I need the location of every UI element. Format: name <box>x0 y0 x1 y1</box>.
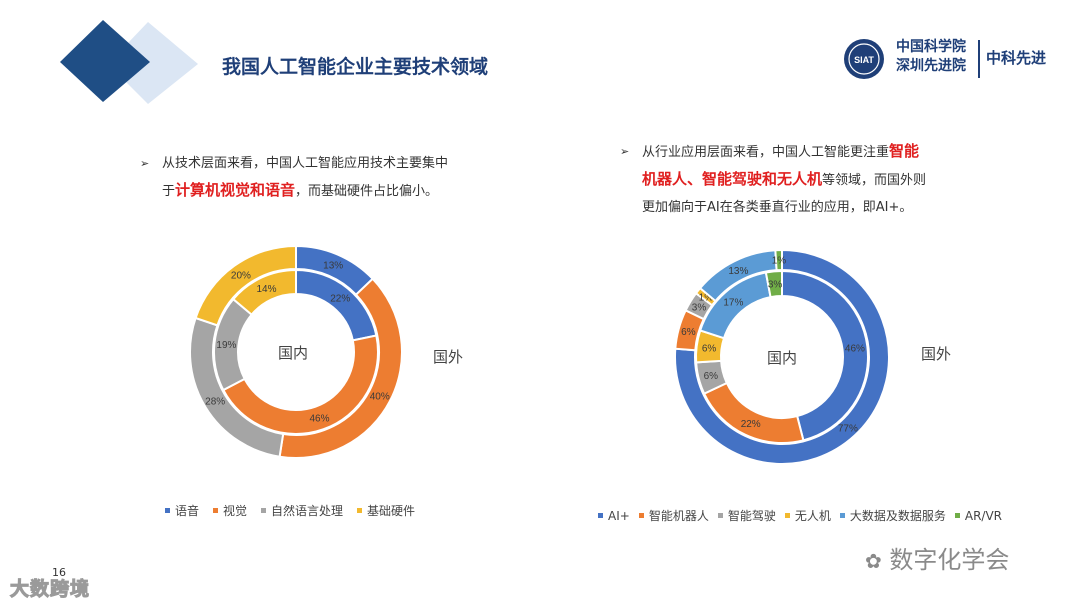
data-label-outer-自然语言处理: 28% <box>205 396 225 407</box>
legend-label: 自然语言处理 <box>271 504 344 518</box>
legend-swatch <box>213 508 219 513</box>
inner-ring-label: 国内 <box>767 349 797 367</box>
data-label-outer-无人机: 1% <box>699 292 714 303</box>
page-number: 16 <box>52 566 66 579</box>
data-label-outer-AR/VR: 1% <box>772 256 787 267</box>
legend-label: AI+ <box>608 508 630 523</box>
left-bullet-line2: 于计算机视觉和语音，而基础硬件占比偏小。 <box>162 177 448 205</box>
legend-label: AR/VR <box>964 508 1003 523</box>
legend-swatch <box>839 513 845 518</box>
legend-item: AR/VR <box>954 507 1003 524</box>
legend-item: 视觉 <box>213 502 247 519</box>
logo-divider <box>978 40 980 78</box>
left-bullet: ➢ 从技术层面来看，中国人工智能应用技术主要集中 于计算机视觉和语音，而基础硬件… <box>140 150 449 205</box>
logo-name: 中国科学院 深圳先进院 <box>896 38 988 76</box>
data-label-outer-智能驾驶: 3% <box>692 302 707 313</box>
donut-chart-1: 22% 46% 19% 14% 13% 40% 28% 20% 国内 国外 <box>189 244 463 459</box>
legend-label: 语音 <box>175 504 200 518</box>
right-bullet-line1: 从行业应用层面来看，中国人工智能更注重智能 <box>642 138 926 166</box>
legend-item: 智能机器人 <box>638 507 709 524</box>
outer-ring-label: 国外 <box>921 345 951 363</box>
data-label-inner-无人机: 6% <box>702 343 717 354</box>
slice-inner-视觉 <box>221 334 379 435</box>
legend-item: 自然语言处理 <box>261 502 343 519</box>
legend-item: AI+ <box>598 507 630 524</box>
data-label-inner-智能驾驶: 6% <box>704 371 719 382</box>
legend-swatch <box>261 508 267 513</box>
left-bullet-line2-pre: 于 <box>162 184 176 199</box>
left-bullet-highlight: 计算机视觉和语音 <box>175 181 296 199</box>
emblem-text: SIAT <box>854 55 874 65</box>
legend-industry: AI+ 智能机器人 智能驾驶 无人机 大数据及数据服务 AR/VR <box>598 507 1002 524</box>
data-label-inner-AI+: 46% <box>845 343 865 354</box>
data-label-outer-AI+: 77% <box>838 424 858 435</box>
legend-label: 无人机 <box>794 509 831 523</box>
data-label-outer-基础硬件: 20% <box>231 271 251 282</box>
page-title: 我国人工智能企业主要技术领域 <box>222 56 489 78</box>
legend-label: 智能机器人 <box>648 509 709 523</box>
slice-outer-AR/VR <box>774 248 783 272</box>
right-bullet-highlight2: 机器人、智能驾驶和无人机 <box>642 170 823 188</box>
left-bullet-line1: 从技术层面来看，中国人工智能应用技术主要集中 <box>162 156 449 171</box>
legend-swatch <box>598 513 603 518</box>
legend-item: 智能驾驶 <box>717 507 776 524</box>
emblem-icon: SIAT <box>844 39 884 79</box>
legend-swatch <box>954 513 960 518</box>
legend-item: 无人机 <box>784 507 831 524</box>
bullet-arrow-icon: ➢ <box>140 157 150 170</box>
legend-swatch <box>784 513 790 518</box>
data-label-outer-智能机器人: 6% <box>681 327 696 338</box>
slice-inner-AI+ <box>781 269 869 442</box>
legend-tech: 语音 视觉 自然语言处理 基础硬件 <box>165 502 415 519</box>
watermark-right: ✿ 数字化学会 <box>865 540 1009 575</box>
data-label-inner-自然语言处理: 19% <box>216 340 236 351</box>
legend-label: 智能驾驶 <box>727 509 776 523</box>
legend-label: 基础硬件 <box>367 504 416 518</box>
legend-item: 基础硬件 <box>357 502 415 519</box>
legend-swatch <box>717 513 723 518</box>
data-label-outer-视觉: 40% <box>370 391 390 402</box>
right-bullet-line2-post: 等领域，而国外则 <box>822 173 927 188</box>
right-bullet-line3: 更加偏向于AI在各类垂直行业的应用，即AI+。 <box>642 200 913 215</box>
left-bullet-line2-post: ，而基础硬件占比偏小。 <box>295 184 439 199</box>
right-bullet-line1-pre: 从行业应用层面来看，中国人工智能更注重 <box>642 145 890 160</box>
data-label-outer-语音: 13% <box>323 261 343 272</box>
legend-item: 语音 <box>165 502 199 519</box>
logo-short-name: 中科先进 <box>986 49 1047 67</box>
donut-chart-2: 46%22%6%6%17%3%77%6%3%1%13%1%国内 国外 <box>674 248 951 465</box>
legend-item: 大数据及数据服务 <box>839 507 946 524</box>
data-label-inner-视觉: 46% <box>309 413 329 424</box>
logo-name-line1: 中国科学院 <box>896 39 966 55</box>
header-decoration <box>60 20 198 104</box>
slice-outer-AI+ <box>674 248 890 465</box>
right-bullet-highlight1: 智能 <box>889 142 920 160</box>
legend-swatch <box>638 513 644 518</box>
outer-ring-label: 国外 <box>433 348 463 366</box>
data-label-inner-大数据及数据服务: 17% <box>723 297 743 308</box>
data-label-inner-智能机器人: 22% <box>741 419 761 430</box>
legend-swatch <box>165 508 170 513</box>
logo-name-line2: 深圳先进院 <box>896 58 966 74</box>
bullet-arrow-icon: ➢ <box>620 145 630 158</box>
data-label-inner-AR/VR: 3% <box>768 279 783 290</box>
slice-outer-基础硬件 <box>194 244 297 327</box>
inner-ring-label: 国内 <box>278 344 308 362</box>
data-label-inner-基础硬件: 14% <box>256 284 276 295</box>
right-bullet: ➢ 从行业应用层面来看，中国人工智能更注重智能 机器人、智能驾驶和无人机等领域，… <box>620 138 926 221</box>
wechat-icon: ✿ <box>865 549 882 573</box>
watermark-right-text: 数字化学会 <box>889 546 1010 574</box>
watermark-left: 大数跨境 <box>9 578 91 601</box>
legend-swatch <box>357 508 363 513</box>
data-label-inner-语音: 22% <box>330 293 350 304</box>
slice-inner-AR/VR <box>764 269 783 299</box>
right-bullet-line2: 机器人、智能驾驶和无人机等领域，而国外则 <box>642 166 926 194</box>
data-label-outer-大数据及数据服务: 13% <box>728 266 748 277</box>
legend-label: 大数据及数据服务 <box>849 509 946 523</box>
legend-label: 视觉 <box>223 504 248 518</box>
